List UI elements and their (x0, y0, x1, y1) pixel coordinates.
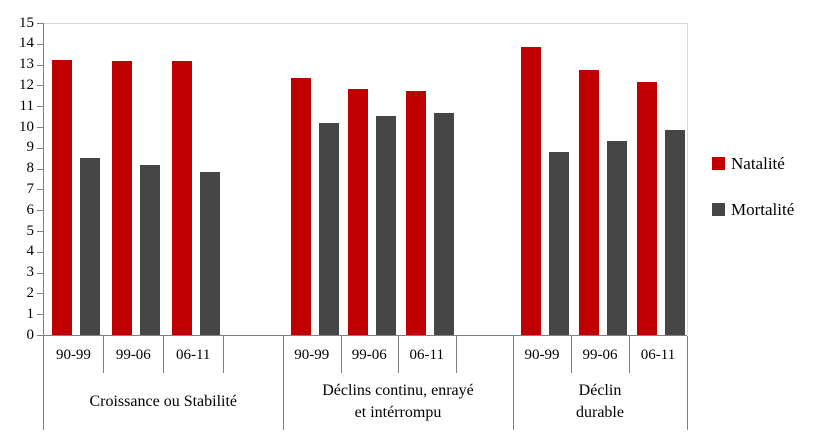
x-group-label-line: Déclins continu, enrayé (322, 381, 474, 399)
legend-entry-natalite: Natalité (712, 155, 794, 172)
period-separator (340, 336, 342, 373)
mortalite-bar (665, 130, 685, 335)
y-tick-label: 8 (26, 160, 35, 177)
mortalite-bar (318, 122, 339, 335)
plot-right-border (687, 22, 688, 335)
y-axis-line (42, 22, 44, 430)
x-period-label: 99-06 (115, 347, 151, 363)
y-tick (36, 335, 43, 336)
y-tick (36, 189, 43, 191)
legend-label-mortalite: Mortalité (731, 200, 795, 219)
y-tick-label: 11 (19, 97, 34, 114)
y-tick-label: 6 (26, 201, 35, 218)
y-tick (36, 231, 43, 232)
mortalite-bar (549, 151, 569, 335)
y-tick (36, 293, 43, 295)
x-group-label-line: et intérrompu (354, 404, 442, 421)
y-tick (36, 127, 43, 128)
legend-label-natalite: Natalité (731, 154, 785, 173)
x-axis-line (42, 335, 687, 336)
mortalite-bar (433, 113, 454, 335)
y-tick (36, 23, 43, 24)
legend: Natalité Mortalité (712, 155, 794, 247)
y-tick-label: 1 (26, 305, 35, 322)
natalite-bar (405, 90, 426, 335)
natalite-bar (637, 82, 657, 335)
period-separator (163, 336, 165, 373)
natalite-bar (172, 61, 193, 335)
y-tick-label: 9 (26, 139, 35, 156)
y-tick-label: 10 (19, 118, 34, 135)
x-group-label: Croissance ou Stabilité (44, 377, 284, 427)
y-tick-label: 3 (26, 264, 35, 281)
y-tick-label: 0 (26, 326, 35, 343)
y-tick (36, 85, 43, 87)
x-period-label: 99-06 (582, 347, 618, 363)
mortalite-bar (200, 171, 221, 335)
period-separator (223, 336, 225, 373)
period-separator (455, 336, 457, 373)
x-period-label: 06-11 (640, 347, 676, 363)
mortalite-bar (607, 140, 627, 335)
y-tick-label: 15 (19, 14, 34, 31)
period-separator (103, 336, 105, 373)
natalite-bar (579, 69, 599, 335)
y-tick-label: 4 (26, 243, 35, 260)
x-group-label-line: Croissance ou Stabilité (89, 392, 238, 410)
period-separator (629, 336, 630, 373)
y-tick (36, 210, 43, 212)
mortalite-bar (80, 158, 101, 335)
legend-entry-mortalite: Mortalité (712, 201, 794, 218)
x-period-label: 99-06 (351, 347, 387, 363)
mortalite-bar (376, 115, 397, 335)
y-tick (36, 168, 43, 170)
mortalite-swatch-icon (712, 203, 725, 216)
y-tick-label: 7 (26, 180, 35, 197)
group-separator (513, 336, 514, 430)
y-tick-label: 12 (19, 76, 34, 93)
group-separator (283, 336, 284, 430)
x-group-label-line: durable (576, 404, 624, 421)
y-tick (36, 43, 43, 45)
y-tick-label: 14 (19, 35, 34, 52)
x-period-label: 90-99 (294, 347, 330, 363)
y-tick (36, 251, 43, 253)
plot-top-gridline (43, 22, 687, 24)
x-group-label-line: Déclin (578, 381, 622, 399)
period-separator (571, 336, 572, 373)
y-tick-label: 5 (26, 222, 35, 239)
natalite-bar (521, 46, 541, 335)
period-separator (398, 336, 399, 373)
y-tick (36, 272, 43, 274)
mortalite-bar (140, 165, 161, 335)
x-period-label: 06-11 (175, 347, 211, 363)
group-separator (687, 336, 688, 430)
y-tick (36, 314, 43, 316)
x-period-label: 06-11 (409, 347, 444, 363)
x-period-label: 90-99 (524, 347, 560, 363)
natalite-bar (348, 88, 369, 335)
natalite-swatch-icon (712, 157, 725, 170)
x-period-label: 90-99 (55, 347, 91, 363)
natalite-bar (290, 78, 311, 335)
y-tick (36, 106, 43, 108)
y-tick (36, 147, 43, 149)
y-tick (36, 64, 43, 66)
x-group-label: Déclins continu, enrayé et intérrompu (283, 377, 513, 427)
natalite-bar (112, 61, 133, 335)
natalite-bar (52, 60, 73, 335)
y-tick-label: 2 (26, 284, 35, 301)
y-tick-label: 13 (19, 56, 34, 73)
x-group-label: Déclin durable (513, 377, 687, 427)
